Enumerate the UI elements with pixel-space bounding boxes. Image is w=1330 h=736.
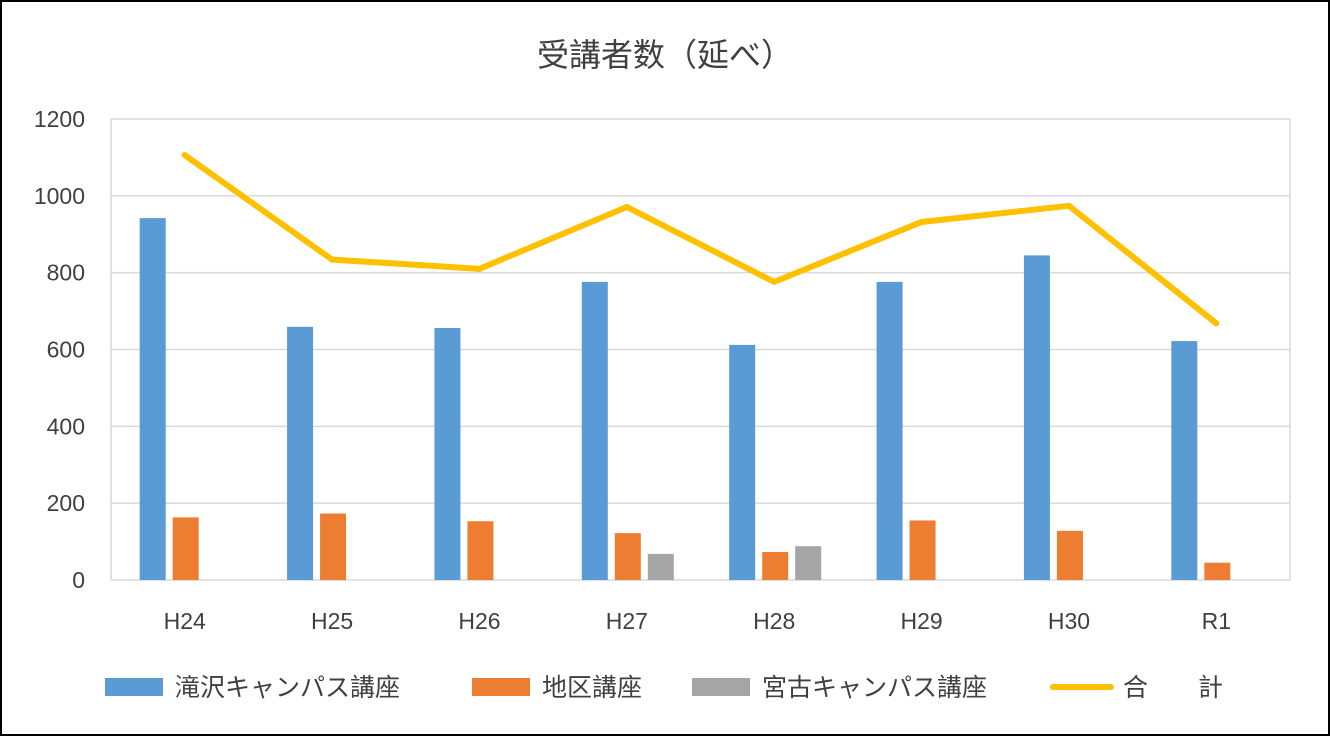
bar-H30-s1 bbox=[1056, 530, 1083, 580]
bar-H29-s1 bbox=[909, 520, 936, 580]
x-tick-label: H25 bbox=[311, 608, 353, 634]
bar-H30-s0 bbox=[1023, 255, 1050, 581]
bar-H24-s1 bbox=[172, 517, 199, 580]
bar-R1-s0 bbox=[1171, 341, 1198, 580]
legend-label: 滝沢キャンパス講座 bbox=[175, 673, 400, 702]
bar-H28-s0 bbox=[729, 344, 756, 580]
y-tick-label: 0 bbox=[72, 567, 85, 593]
legend-label: 宮古キャンパス講座 bbox=[762, 673, 987, 702]
bar-H27-s0 bbox=[581, 281, 608, 580]
y-tick-label: 400 bbox=[47, 413, 85, 439]
x-tick-label: H24 bbox=[164, 608, 206, 634]
x-tick-label: H27 bbox=[606, 608, 648, 634]
bar-R1-s1 bbox=[1204, 562, 1231, 580]
bar-H24-s0 bbox=[139, 218, 166, 581]
bar-H27-s2 bbox=[647, 553, 674, 580]
x-tick-label: H26 bbox=[458, 608, 500, 634]
legend-label: 地区講座 bbox=[542, 673, 642, 702]
bar-H25-s0 bbox=[287, 326, 314, 580]
y-tick-label: 1200 bbox=[34, 106, 85, 132]
total-point-H24 bbox=[181, 152, 188, 159]
total-point-H30 bbox=[1065, 202, 1072, 209]
legend-swatch bbox=[692, 678, 750, 696]
legend: 滝沢キャンパス講座 地区講座 宮古キャンパス講座 合 計 bbox=[105, 673, 1223, 702]
total-point-H27 bbox=[623, 203, 630, 210]
bar-H28-s2 bbox=[795, 546, 822, 580]
bar-H27-s1 bbox=[614, 533, 641, 580]
legend-swatch bbox=[105, 678, 163, 696]
legend-swatch bbox=[472, 678, 530, 696]
total-point-H29 bbox=[918, 218, 925, 225]
bar-H29-s0 bbox=[876, 281, 903, 580]
y-tick-label: 1000 bbox=[34, 183, 85, 209]
bar-H26-s0 bbox=[434, 327, 461, 580]
bar-H26-s1 bbox=[467, 521, 494, 580]
x-tick-label: H28 bbox=[753, 608, 795, 634]
y-tick-label: 800 bbox=[47, 260, 85, 286]
x-tick-label: H30 bbox=[1048, 608, 1090, 634]
y-tick-label: 600 bbox=[47, 337, 85, 363]
bar-H28-s1 bbox=[762, 551, 789, 580]
bars bbox=[139, 218, 1231, 581]
total-series-line bbox=[181, 152, 1220, 327]
y-axis-ticks: 0 200 400 600 800 1000 1200 bbox=[34, 106, 85, 593]
x-tick-label: H29 bbox=[900, 608, 942, 634]
total-point-H28 bbox=[771, 278, 778, 285]
legend-label: 合 計 bbox=[1123, 673, 1223, 702]
x-tick-label: R1 bbox=[1202, 608, 1231, 634]
y-tick-label: 200 bbox=[47, 490, 85, 516]
x-axis-ticks: H24 H25 H26 H27 H28 H29 H30 R1 bbox=[164, 608, 1231, 634]
total-point-R1 bbox=[1213, 320, 1220, 327]
total-point-H26 bbox=[476, 265, 483, 272]
bar-H25-s1 bbox=[320, 513, 347, 580]
chart-title: 受講者数（延べ） bbox=[537, 36, 793, 74]
total-point-H25 bbox=[329, 256, 336, 263]
total-line bbox=[181, 152, 1220, 327]
